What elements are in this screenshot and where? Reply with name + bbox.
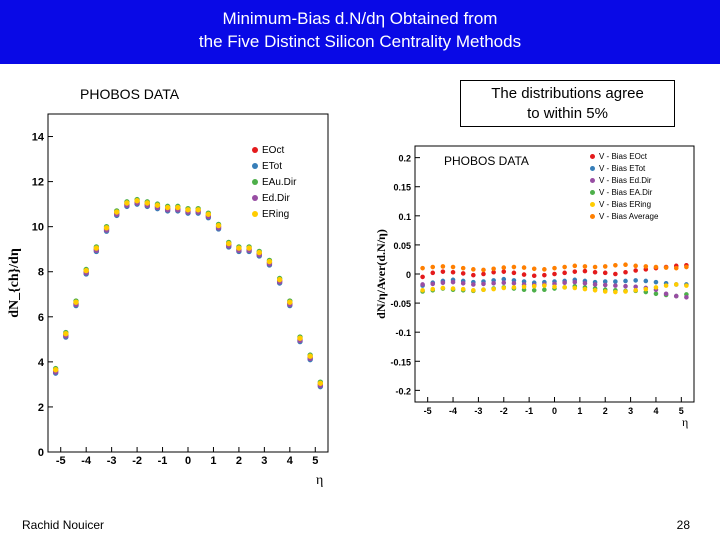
svg-text:-3: -3 [474,406,482,416]
svg-text:2: 2 [236,455,242,467]
svg-text:-4: -4 [81,455,92,467]
svg-text:0.15: 0.15 [393,183,411,193]
svg-text:-5: -5 [56,455,66,467]
footer-author: Rachid Nouicer [22,518,104,532]
title-line-1: Minimum-Bias d.N/dη Obtained from [6,8,714,31]
phobos-label-left: PHOBOS DATA [80,86,179,102]
svg-text:0: 0 [38,447,44,459]
svg-text:-2: -2 [500,406,508,416]
svg-text:-0.05: -0.05 [390,299,411,309]
svg-text:-0.2: -0.2 [395,386,411,396]
svg-text:-0.1: -0.1 [395,328,411,338]
svg-text:2: 2 [38,402,44,414]
svg-text:6: 6 [38,312,44,324]
agree-line-1: The distributions agree [491,85,644,102]
ratio-chart: -5-4-3-2-1012345-0.2-0.15-0.1-0.0500.050… [360,132,720,442]
svg-text:0.05: 0.05 [393,241,411,251]
svg-text:1: 1 [577,406,582,416]
dn-deta-chart: -5-4-3-2-101234502468101214ηdN_{ch}/dη [0,82,360,492]
svg-text:-3: -3 [107,455,117,467]
svg-text:η: η [316,473,323,488]
left-panel: PHOBOS DATA -5-4-3-2-101234502468101214η… [0,82,360,512]
right-panel: The distributions agree to within 5% PHO… [360,82,720,512]
svg-text:2: 2 [603,406,608,416]
agree-line-2: to within 5% [527,105,608,122]
svg-text:0: 0 [185,455,191,467]
phobos-label-right: PHOBOS DATA [444,154,529,168]
slide-title-bar: Minimum-Bias d.N/dη Obtained from the Fi… [0,0,720,64]
svg-text:4: 4 [38,357,45,369]
svg-text:dN_{ch}/dη: dN_{ch}/dη [7,248,22,318]
svg-text:3: 3 [628,406,633,416]
right-legend: V - Bias EOctV - Bias ETotV - Bias Ed.Di… [590,150,658,222]
svg-text:0.2: 0.2 [398,154,411,164]
svg-text:10: 10 [32,222,44,234]
footer-page: 28 [677,518,690,532]
svg-text:4: 4 [287,455,294,467]
svg-text:0: 0 [406,270,411,280]
svg-text:-5: -5 [424,406,432,416]
svg-text:-1: -1 [525,406,533,416]
left-legend: EOctETotEAu.DirEd.DirERing [252,142,296,222]
svg-text:5: 5 [312,455,318,467]
svg-text:-4: -4 [449,406,457,416]
svg-text:-0.15: -0.15 [390,357,411,367]
svg-text:dN/η/Aver(d.N/η): dN/η/Aver(d.N/η) [374,229,388,319]
svg-text:14: 14 [32,132,45,144]
charts-area: PHOBOS DATA -5-4-3-2-101234502468101214η… [0,82,720,512]
title-line-2: the Five Distinct Silicon Centrality Met… [6,31,714,54]
svg-text:0: 0 [552,406,557,416]
svg-text:-1: -1 [158,455,168,467]
agree-box: The distributions agree to within 5% [460,80,675,127]
svg-text:12: 12 [32,177,44,189]
svg-text:1: 1 [210,455,216,467]
svg-text:3: 3 [261,455,267,467]
svg-text:8: 8 [38,267,44,279]
svg-text:η: η [682,415,688,429]
svg-text:0.1: 0.1 [398,212,411,222]
svg-text:4: 4 [653,406,658,416]
svg-text:-2: -2 [132,455,142,467]
